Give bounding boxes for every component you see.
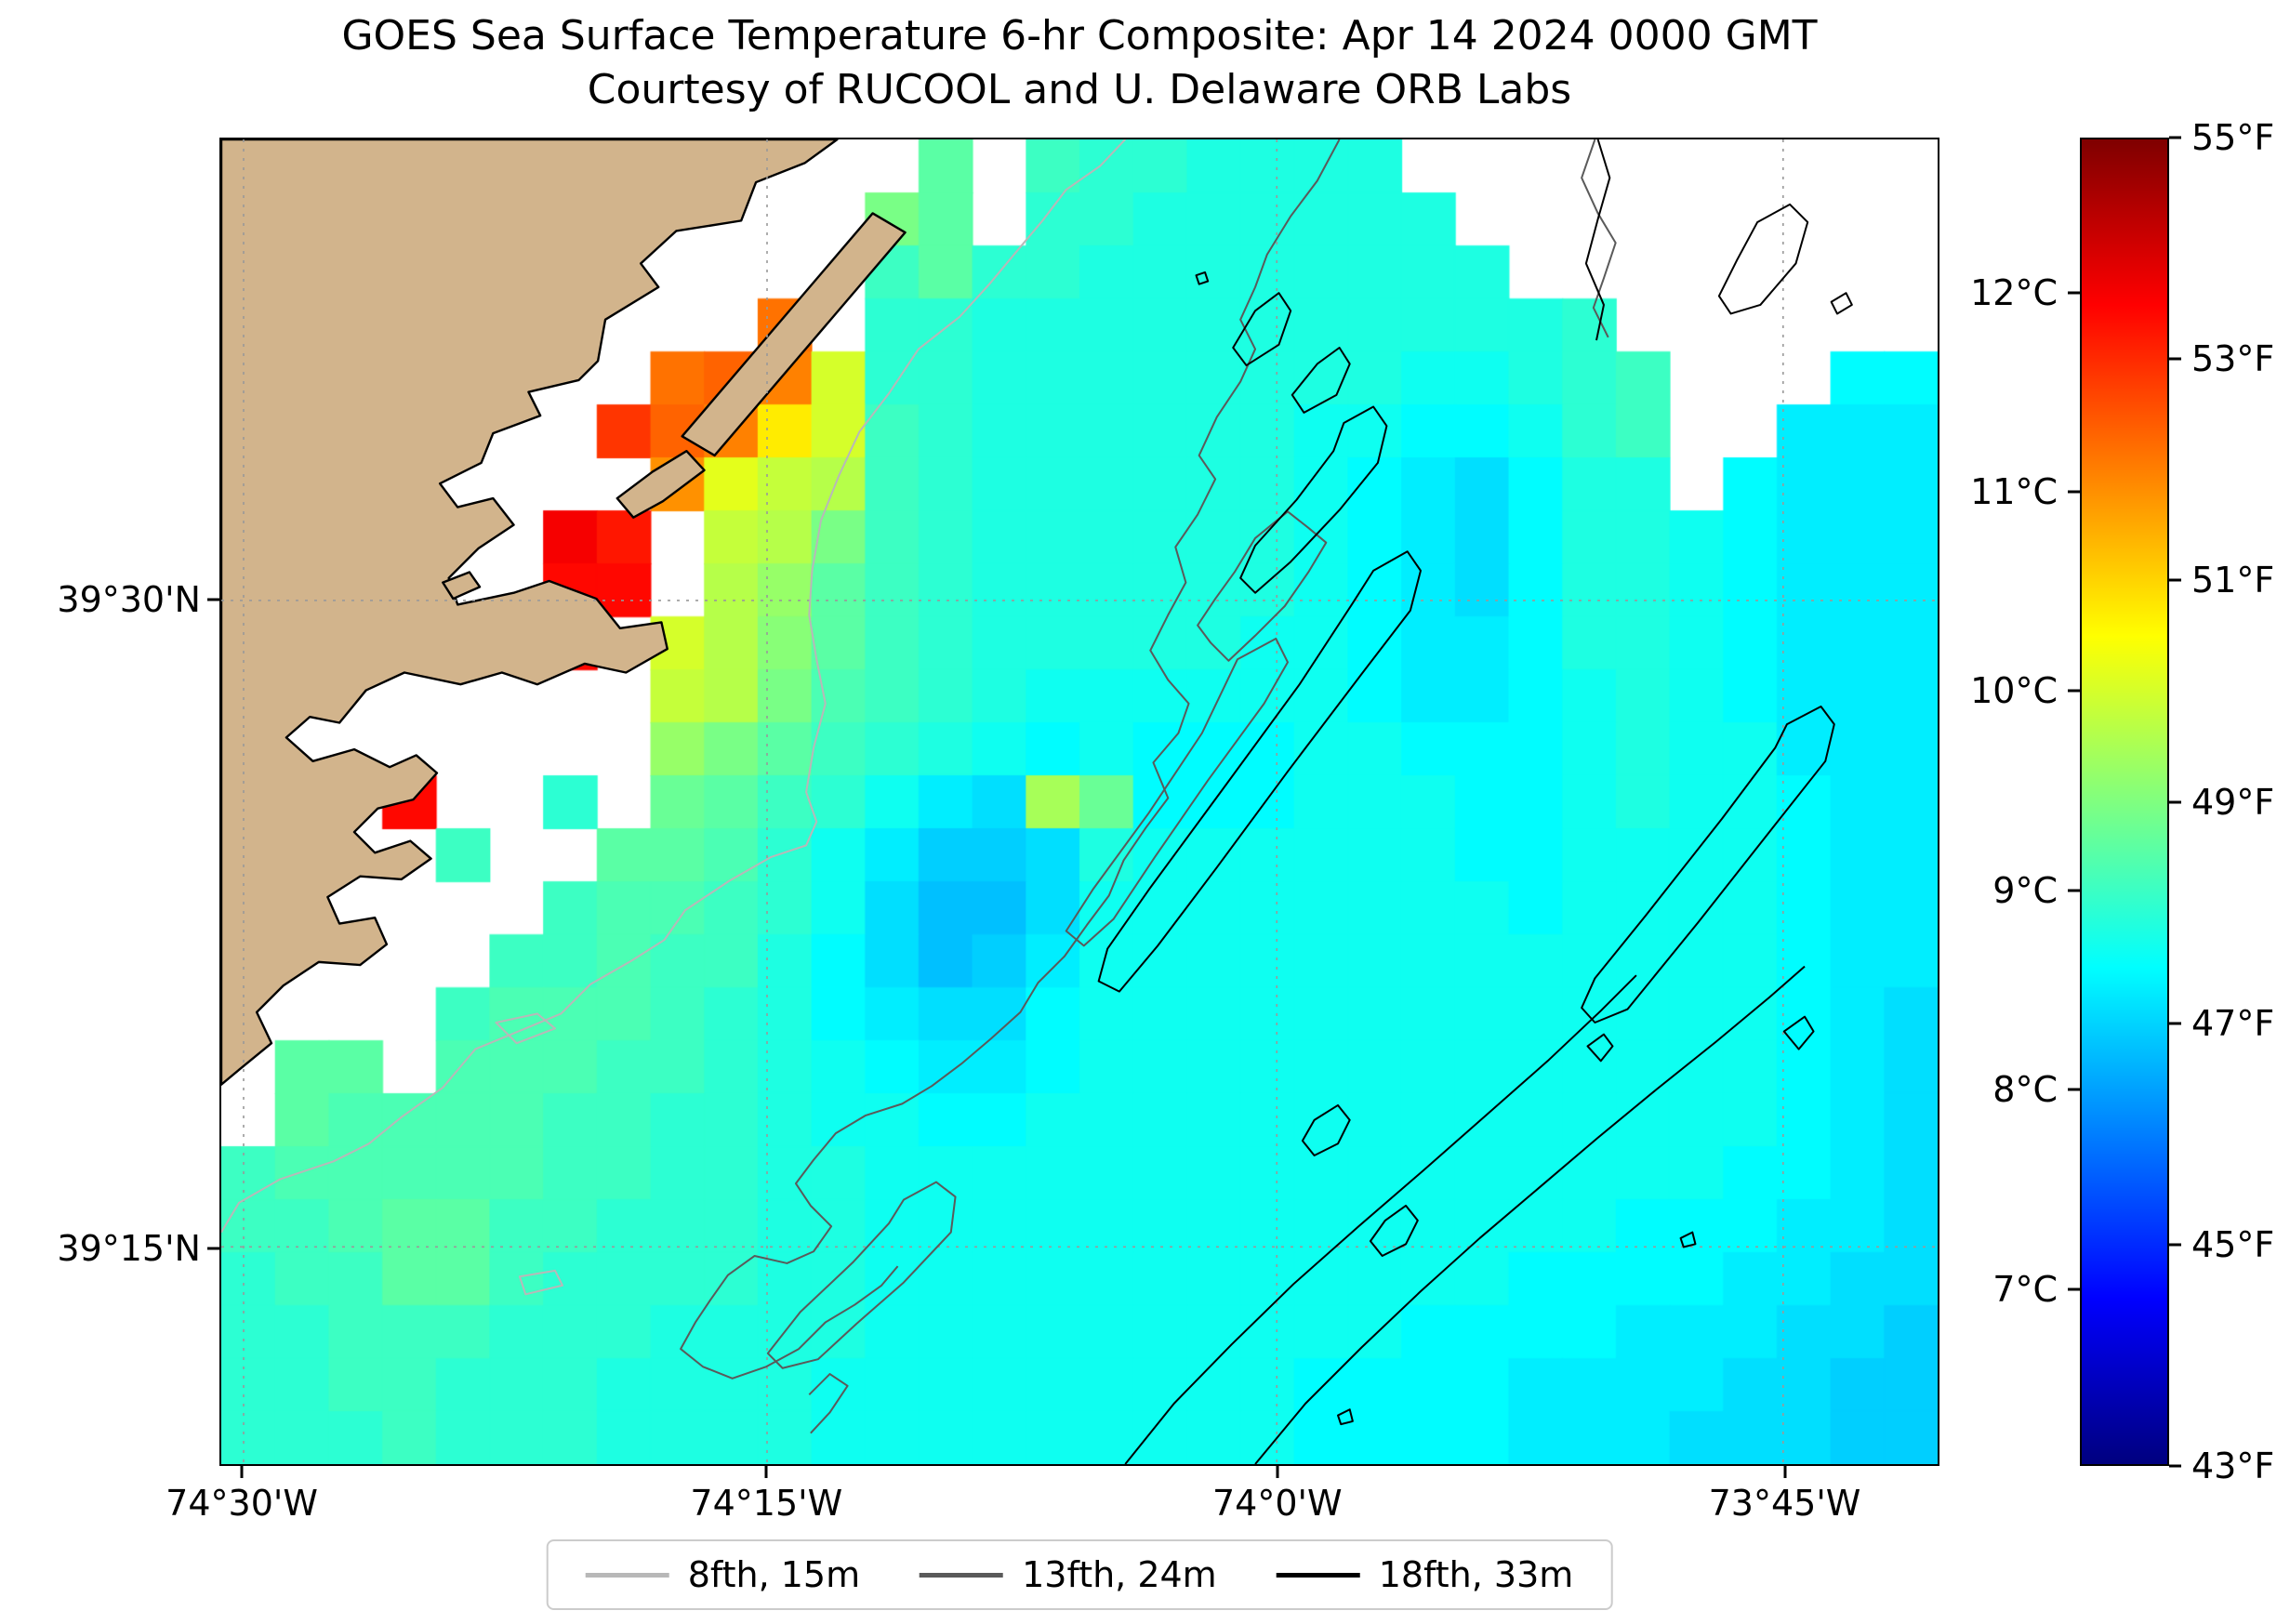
y-axis: 39°30'N 39°15'N	[0, 138, 219, 1466]
land-polygon	[443, 572, 480, 599]
colorbar-c-tick-label: 8°C	[1992, 1069, 2058, 1111]
legend-line-sample	[1276, 1572, 1360, 1578]
bathymetry-contour	[1125, 975, 1636, 1464]
x-axis: 74°30'W 74°15'W 74°0'W 73°45'W	[165, 1466, 1939, 1540]
bathymetry-contour	[1233, 293, 1291, 365]
colorbar-f-tick-label: 43°F	[2191, 1446, 2275, 1486]
colorbar-c-tick-mark	[2068, 1088, 2080, 1091]
colorbar-f-tick-mark	[2169, 1022, 2181, 1025]
bathymetry-contour	[768, 1182, 956, 1368]
colorbar-c-tick-label: 7°C	[1992, 1268, 2058, 1310]
x-tick-label: 74°30'W	[165, 1483, 318, 1524]
bathymetry-contour	[1099, 551, 1421, 991]
colorbar-f-tick-mark	[2169, 1464, 2181, 1468]
legend-line-sample	[920, 1572, 1004, 1578]
bathymetry-contour	[1719, 205, 1807, 314]
bathymetry-contour	[1338, 1409, 1353, 1424]
bathymetry-contour	[1784, 1017, 1814, 1050]
x-tick-mark	[1276, 1466, 1279, 1478]
y-tick-mark	[207, 598, 219, 601]
bathymetry-contour	[1370, 1206, 1418, 1256]
colorbar-f-tick-label: 55°F	[2191, 117, 2275, 158]
colorbar-f-tick-mark	[2169, 1243, 2181, 1247]
colorbar-f-tick-mark	[2169, 578, 2181, 582]
x-tick-mark	[764, 1466, 768, 1478]
colorbar-f-tick-label: 53°F	[2191, 338, 2275, 380]
legend-item: 8fth, 15m	[585, 1554, 861, 1595]
x-tick-mark	[1783, 1466, 1786, 1478]
map-overlay-svg	[221, 139, 1938, 1464]
land-polygon	[221, 139, 837, 1085]
colorbar-c-tick-mark	[2068, 490, 2080, 494]
bathymetry-contour	[221, 139, 1125, 1233]
chart-subtitle: Courtesy of RUCOOL and U. Delaware ORB L…	[587, 66, 1572, 113]
x-tick-label: 74°0'W	[1211, 1483, 1343, 1524]
colorbar-c-tick-label: 12°C	[1970, 271, 2058, 313]
bathymetry-contour	[1292, 348, 1350, 413]
colorbar-f-tick-label: 49°F	[2191, 781, 2275, 823]
bathymetry-contour	[1681, 1233, 1696, 1248]
bathymetry-contour	[1582, 139, 1616, 337]
bathymetry-contour	[1240, 407, 1386, 593]
colorbar-c-tick-label: 11°C	[1970, 471, 2058, 513]
legend-label: 13fth, 24m	[1022, 1554, 1217, 1595]
legend: 8fth, 15m 13fth, 24m 18fth, 33m	[546, 1539, 1613, 1610]
x-tick-mark	[240, 1466, 244, 1478]
colorbar-f-tick-label: 45°F	[2191, 1223, 2275, 1265]
bathymetry-contour	[1586, 139, 1609, 340]
colorbar-gradient	[2080, 138, 2169, 1466]
map-plot-area	[219, 138, 1939, 1466]
legend-line-sample	[585, 1572, 669, 1578]
y-tick-label: 39°15'N	[57, 1227, 201, 1269]
x-tick-label: 73°45'W	[1708, 1483, 1861, 1524]
colorbar-c-tick-mark	[2068, 889, 2080, 892]
colorbar-f-tick-label: 47°F	[2191, 1002, 2275, 1044]
land-polygon	[682, 213, 906, 456]
legend-item: 13fth, 24m	[920, 1554, 1217, 1595]
legend-item: 18fth, 33m	[1276, 1554, 1574, 1595]
legend-label: 18fth, 33m	[1378, 1554, 1574, 1595]
bathymetry-contour	[1255, 967, 1805, 1464]
bathymetry-contour	[1303, 1105, 1350, 1155]
colorbar-c-tick-label: 9°C	[1992, 869, 2058, 911]
bathymetry-contour	[496, 1013, 555, 1043]
colorbar-c-tick-label: 10°C	[1970, 670, 2058, 712]
bathymetry-contour	[1587, 1035, 1612, 1062]
bathymetry-contour	[809, 1374, 847, 1433]
bathymetry-contour	[1198, 511, 1326, 660]
colorbar-c-tick-mark	[2068, 291, 2080, 295]
y-tick-mark	[207, 1247, 219, 1250]
colorbar-f-tick-mark	[2169, 357, 2181, 361]
colorbar-f-tick-mark	[2169, 800, 2181, 803]
colorbar-f-tick-label: 51°F	[2191, 560, 2275, 601]
bathymetry-contour	[1582, 706, 1834, 1023]
legend-label: 8fth, 15m	[687, 1554, 861, 1595]
chart-title: GOES Sea Surface Temperature 6-hr Compos…	[341, 12, 1818, 59]
colorbar-c-tick-mark	[2068, 1287, 2080, 1290]
land-polygon	[617, 451, 705, 517]
colorbar: 55°F 53°F 51°F 49°F 47°F 45°F 43°F 12°C 11°C 10°C…	[1970, 117, 2274, 1486]
bathymetry-contour	[1832, 293, 1852, 313]
colorbar-f-tick-mark	[2169, 136, 2181, 139]
x-tick-label: 74°15'W	[690, 1483, 843, 1524]
bathymetry-contour	[1197, 272, 1209, 284]
y-tick-label: 39°30'N	[57, 579, 201, 621]
title-block: GOES Sea Surface Temperature 6-hr Compos…	[219, 9, 1939, 117]
colorbar-c-tick-mark	[2068, 689, 2080, 693]
bathymetry-contour	[681, 139, 1340, 1379]
bathymetry-contour	[520, 1271, 563, 1294]
bathymetry-contour	[1066, 639, 1288, 945]
